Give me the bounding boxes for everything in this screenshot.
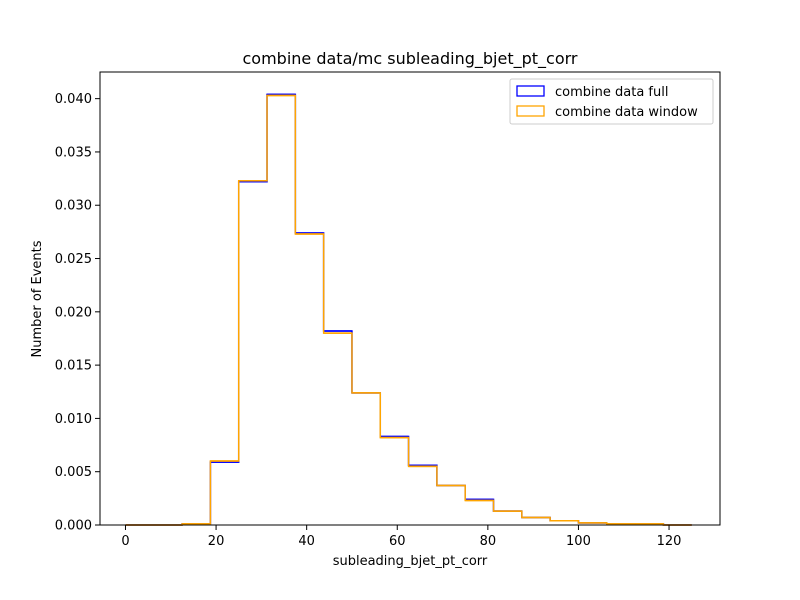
y-tick-label: 0.025 xyxy=(55,252,92,267)
legend: combine data full combine data window xyxy=(509,78,714,125)
x-tick-label: 60 xyxy=(389,534,406,549)
x-tick-label: 20 xyxy=(208,534,225,549)
x-tick-label: 0 xyxy=(121,534,129,549)
axes-frame xyxy=(99,71,721,526)
plot-area xyxy=(125,93,692,526)
y-tick-label: 0.005 xyxy=(55,465,92,480)
y-tick-label: 0.030 xyxy=(55,199,92,214)
y-tick-label: 0.035 xyxy=(55,145,92,160)
x-tick-label: 40 xyxy=(298,534,315,549)
y-axis-label: Number of Events xyxy=(30,240,45,357)
chart-title: combine data/mc subleading_bjet_pt_corr xyxy=(243,49,578,69)
legend-label-full: combine data full xyxy=(555,85,668,100)
y-tick-label: 0.010 xyxy=(55,412,92,427)
x-tick-label: 120 xyxy=(657,534,682,549)
legend-frame xyxy=(509,78,714,125)
legend-label-window: combine data window xyxy=(555,105,698,120)
legend-swatch-window xyxy=(516,105,545,117)
x-tick-label: 100 xyxy=(566,534,591,549)
y-tick-label: 0.000 xyxy=(55,519,92,534)
series-1 xyxy=(125,94,692,526)
y-tick-label: 0.015 xyxy=(55,359,92,374)
x-axis-label: subleading_bjet_pt_corr xyxy=(333,554,488,569)
y-tick-label: 0.040 xyxy=(55,92,92,107)
legend-swatch-full xyxy=(516,85,545,97)
x-tick-label: 80 xyxy=(480,534,497,549)
axes: 0 20 40 60 80 100 120 0.000 0.005 0.010 0.015 0.020… xyxy=(55,71,721,549)
y-tick-label: 0.020 xyxy=(55,305,92,320)
